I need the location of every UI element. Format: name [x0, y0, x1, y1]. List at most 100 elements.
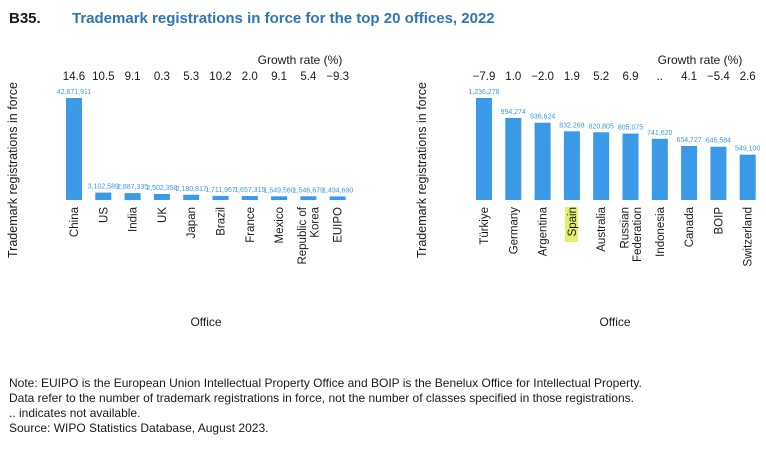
category-label-china: China: [69, 206, 81, 237]
bar-euipo: [330, 196, 346, 200]
value-label-russian-federation: 805,075: [618, 125, 643, 132]
category-label-spain: Spain: [565, 207, 579, 242]
category-label-line-indonesia: Indonesia: [655, 206, 667, 256]
growth-canada: 4.1: [681, 71, 697, 83]
growth-brazil: 10.2: [209, 71, 231, 83]
category-label-uk: UK: [157, 207, 169, 223]
category-label-boip: BOIP: [713, 207, 725, 235]
growth-boip: −5.4: [707, 71, 730, 83]
category-label-line-t-rkiye: Türkiye: [479, 207, 491, 245]
category-label-japan: Japan: [186, 207, 198, 238]
category-label-line-brazil: Brazil: [216, 207, 228, 236]
bar-switzerland: [740, 155, 756, 200]
category-label-australia: Australia: [596, 206, 608, 251]
growth-india: 9.1: [125, 71, 141, 83]
bar-russian-federation: [623, 134, 639, 200]
category-label-line-republic-of-korea: Republic of: [297, 206, 309, 264]
growth-euipo: −9.3: [326, 71, 349, 83]
growth-australia: 5.2: [593, 71, 609, 83]
value-label-japan: 2,180,817: [176, 186, 207, 193]
bar-indonesia: [652, 139, 668, 200]
bar-us: [95, 193, 111, 200]
category-label-line-germany: Germany: [508, 207, 520, 255]
note-line-2: Data refer to the number of trademark re…: [9, 391, 759, 406]
category-label-republic-of-korea: Republic ofKorea: [297, 206, 322, 264]
growth-spain: 1.9: [564, 71, 580, 83]
category-label-line-india: India: [128, 206, 140, 232]
value-label-china: 42,671,911: [57, 89, 92, 96]
growth-indonesia: ..: [657, 71, 663, 83]
bar-spain: [564, 131, 580, 200]
category-label-line-euipo: EUIPO: [333, 207, 345, 243]
category-label-line-boip: BOIP: [713, 207, 725, 235]
value-label-spain: 832,268: [559, 122, 584, 129]
value-label-uk: 2,502,358: [146, 185, 177, 192]
bar-republic-of-korea: [300, 196, 316, 200]
bar-mexico: [271, 196, 287, 200]
growth-switzerland: 2.6: [740, 71, 756, 83]
value-label-t-rkiye: 1,236,278: [468, 89, 499, 96]
growth-t-rkiye: −7.9: [473, 71, 496, 83]
category-label-line-switzerland: Switzerland: [743, 207, 755, 266]
category-label-brazil: Brazil: [216, 207, 228, 236]
growth-germany: 1.0: [505, 71, 521, 83]
category-label-russian-federation: RussianFederation: [619, 207, 644, 262]
category-label-line-australia: Australia: [596, 206, 608, 251]
value-label-switzerland: 549,100: [735, 146, 760, 153]
growth-rate-header: Growth rate (%): [658, 53, 743, 67]
y-axis-title: Trademark registrations in force: [415, 82, 429, 258]
value-label-germany: 994,274: [501, 109, 526, 116]
x-axis-title: Office: [599, 315, 630, 329]
notes: Note: EUIPO is the European Union Intell…: [9, 376, 759, 436]
value-label-canada: 654,727: [676, 137, 701, 144]
growth-china: 14.6: [63, 71, 85, 83]
category-label-india: India: [128, 206, 140, 232]
note-line-1: Note: EUIPO is the European Union Intell…: [9, 376, 759, 391]
category-label-line-japan: Japan: [186, 207, 198, 238]
bar-france: [242, 196, 258, 200]
value-label-argentina: 936,624: [530, 114, 555, 121]
category-label-line-russian-federation: Russian: [619, 207, 631, 249]
category-label-line-us: US: [98, 207, 110, 223]
category-label-switzerland: Switzerland: [743, 207, 755, 266]
growth-france: 2.0: [242, 71, 258, 83]
bar-uk: [154, 194, 170, 200]
bar-chart-left: Trademark registrations in forceGrowth r…: [0, 0, 383, 340]
category-label-line-france: France: [245, 207, 257, 243]
growth-japan: 5.3: [183, 71, 199, 83]
bar-boip: [710, 147, 726, 200]
bar-argentina: [535, 123, 551, 200]
value-label-france: 1,657,315: [234, 187, 265, 194]
category-label-mexico: Mexico: [274, 207, 286, 243]
category-label-line-mexico: Mexico: [274, 207, 286, 243]
value-label-india: 2,887,335: [117, 184, 148, 191]
value-label-us: 3,102,589: [88, 184, 119, 191]
bar-germany: [505, 118, 521, 200]
category-label-t-rkiye: Türkiye: [479, 207, 491, 245]
bar-canada: [681, 146, 697, 200]
value-label-boip: 645,584: [706, 138, 731, 145]
category-label-line-canada: Canada: [684, 206, 696, 247]
category-label-line-republic-of-korea: Korea: [310, 206, 322, 237]
category-label-line-uk: UK: [157, 207, 169, 223]
category-label-us: US: [98, 207, 110, 223]
category-label-line-russian-federation: Federation: [632, 207, 644, 262]
value-label-australia: 820,805: [589, 123, 614, 130]
category-label-line-china: China: [69, 206, 81, 237]
source-line: Source: WIPO Statistics Database, August…: [9, 421, 759, 436]
growth-uk: 0.3: [154, 71, 170, 83]
bar-chart-right: Trademark registrations in force Growth r…: [383, 0, 766, 340]
category-label-canada: Canada: [684, 206, 696, 247]
growth-republic-of-korea: 5.4: [300, 71, 317, 83]
note-line-3: .. indicates not available.: [9, 406, 759, 421]
bar-india: [125, 193, 141, 200]
growth-us: 10.5: [92, 71, 114, 83]
bar-t-rkiye: [476, 98, 492, 200]
bar-brazil: [213, 196, 229, 200]
category-label-line-argentina: Argentina: [538, 206, 550, 256]
growth-mexico: 9.1: [271, 71, 287, 83]
bar-australia: [593, 132, 609, 200]
growth-argentina: −2.0: [531, 71, 554, 83]
x-axis-title: Office: [190, 315, 221, 329]
category-label-argentina: Argentina: [538, 206, 550, 256]
